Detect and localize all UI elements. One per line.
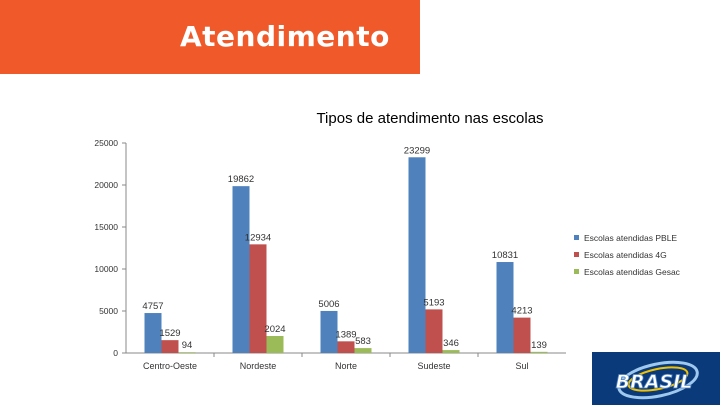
bar (354, 348, 372, 353)
x-tick-label: Nordeste (240, 361, 277, 371)
data-label: 19862 (228, 174, 254, 185)
data-label: 2024 (264, 324, 285, 335)
data-label: 12934 (245, 232, 271, 243)
bar (442, 350, 460, 353)
bar (530, 351, 548, 353)
bar (266, 335, 284, 353)
data-label: 139 (531, 340, 547, 351)
data-label: 1389 (335, 329, 356, 340)
chart-legend: Escolas atendidas PBLE Escolas atendidas … (574, 229, 680, 280)
data-label: 1529 (159, 328, 180, 339)
legend-label: Escolas atendidas PBLE (584, 232, 678, 243)
bar (232, 186, 250, 353)
page-title: Atendimento (180, 20, 390, 53)
brasil-logo-icon: BRASIL (592, 352, 720, 405)
header-banner: Atendimento (0, 0, 420, 74)
legend-entry: Escolas atendidas 4G (574, 246, 680, 263)
y-tick-label: 20000 (94, 180, 118, 190)
data-label: 5193 (423, 297, 444, 308)
data-label: 583 (355, 336, 371, 347)
legend-entry: Escolas atendidas Gesac (574, 263, 680, 280)
bar (425, 309, 443, 353)
bar (337, 341, 355, 353)
bar (320, 310, 338, 353)
data-label: 4213 (511, 306, 532, 317)
legend-swatch (574, 252, 579, 257)
legend-swatch (574, 269, 579, 274)
x-tick-label: Norte (335, 361, 357, 371)
legend-label: Escolas atendidas Gesac (584, 266, 680, 277)
legend-swatch (574, 235, 579, 240)
y-tick-label: 10000 (94, 264, 118, 274)
chart-title: Tipos de atendimento nas escolas (316, 110, 544, 127)
bar (178, 352, 196, 353)
data-label: 94 (182, 340, 193, 351)
svg-text:BRASIL: BRASIL (616, 371, 693, 393)
y-tick-label: 25000 (94, 138, 118, 148)
data-label: 4757 (142, 301, 163, 312)
y-tick-label: 5000 (99, 306, 118, 316)
y-tick-label: 0 (113, 348, 118, 358)
x-tick-label: Centro-Oeste (143, 361, 197, 371)
x-tick-label: Sul (515, 361, 528, 371)
bar (144, 313, 162, 353)
x-tick-label: Sudeste (417, 361, 450, 371)
bar (161, 340, 179, 353)
legend-entry: Escolas atendidas PBLE (574, 229, 680, 246)
bar (408, 157, 426, 353)
data-label: 23299 (404, 145, 430, 156)
legend-label: Escolas atendidas 4G (584, 249, 667, 260)
bar (513, 317, 531, 353)
data-label: 346 (443, 338, 459, 349)
data-label: 10831 (492, 250, 518, 261)
data-label: 5006 (318, 299, 339, 310)
bar (496, 262, 514, 353)
y-tick-label: 15000 (94, 222, 118, 232)
bar (249, 244, 267, 353)
